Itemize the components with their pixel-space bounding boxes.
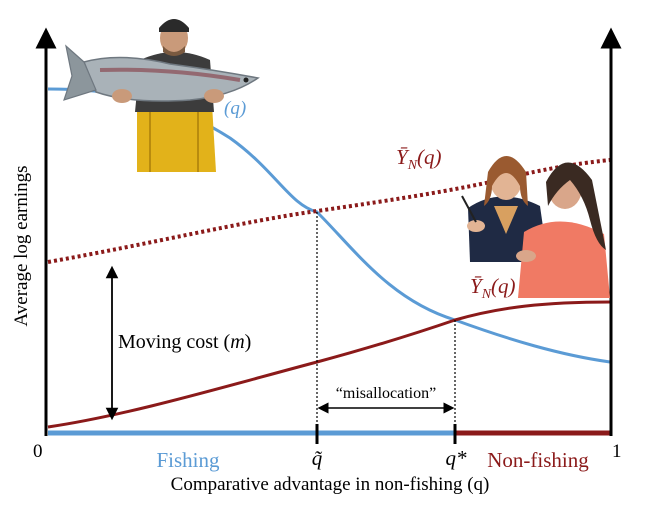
- fishing-curve-label: (q): [224, 98, 246, 119]
- solid-label-main: Ȳ: [470, 274, 484, 298]
- moving-cost-suffix: ): [245, 331, 252, 353]
- office-workers-photo: [461, 156, 610, 298]
- q-star-label: q*: [446, 446, 468, 470]
- x-max-label: 1: [612, 441, 622, 462]
- non-fishing-dotted-curve: [47, 158, 611, 264]
- moving-cost-label: Moving cost (m): [118, 331, 251, 353]
- solid-label-sub: N: [481, 287, 492, 302]
- solid-label-tail: (q): [491, 274, 516, 298]
- dotted-label-tail: (q): [417, 145, 442, 169]
- fisherman-photo: [63, 19, 260, 172]
- misallocation-label: “misallocation”: [336, 385, 436, 402]
- dotted-label-main: Ȳ: [396, 145, 410, 169]
- non-fishing-solid-curve: [47, 300, 611, 429]
- q-tilde-label: q̃: [312, 446, 323, 470]
- non-fishing-region-label: Non-fishing: [487, 448, 589, 472]
- moving-cost-prefix: Moving cost (: [118, 331, 231, 353]
- dotted-label-sub: N: [407, 158, 418, 173]
- moving-cost-var: m: [230, 331, 244, 353]
- non-fishing-dotted-label: ȲN(q): [396, 145, 442, 173]
- y-axis-label: Average log earnings: [11, 165, 32, 326]
- x-min-label: 0: [33, 441, 43, 462]
- fishing-region-label: Fishing: [156, 448, 220, 472]
- non-fishing-solid-label: ȲN(q): [470, 274, 516, 302]
- x-axis-label: Comparative advantage in non-fishing (q): [171, 474, 490, 495]
